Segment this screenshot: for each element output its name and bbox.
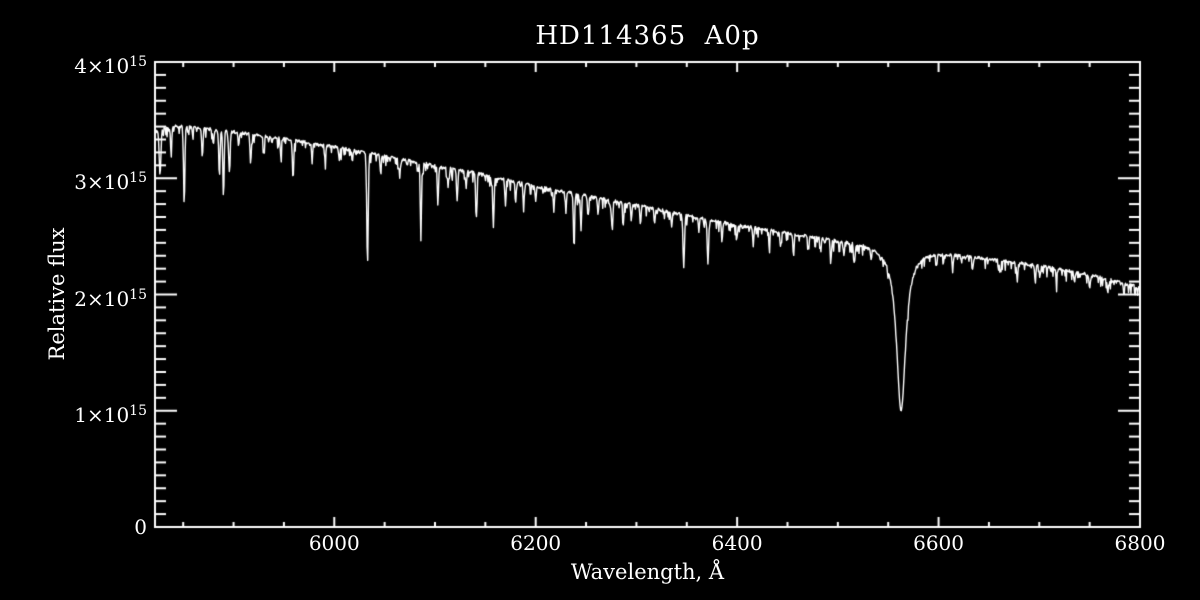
x-tick-label: 6000 — [308, 531, 360, 555]
x-tick-label: 6400 — [711, 531, 763, 555]
x-tick-label: 6800 — [1114, 531, 1166, 555]
y-tick-label: 3×1015 — [74, 170, 147, 195]
y-tick-label: 2×1015 — [74, 286, 147, 311]
x-tick-label: 6200 — [510, 531, 562, 555]
x-tick-label: 6600 — [913, 531, 965, 555]
x-axis-label: Wavelength, Å — [570, 560, 725, 584]
y-tick-label: 0 — [134, 515, 147, 539]
y-tick-label: 1×1015 — [74, 402, 147, 427]
y-tick-label: 4×1015 — [74, 54, 147, 78]
plot-title: HD114365 A0p — [535, 21, 760, 51]
